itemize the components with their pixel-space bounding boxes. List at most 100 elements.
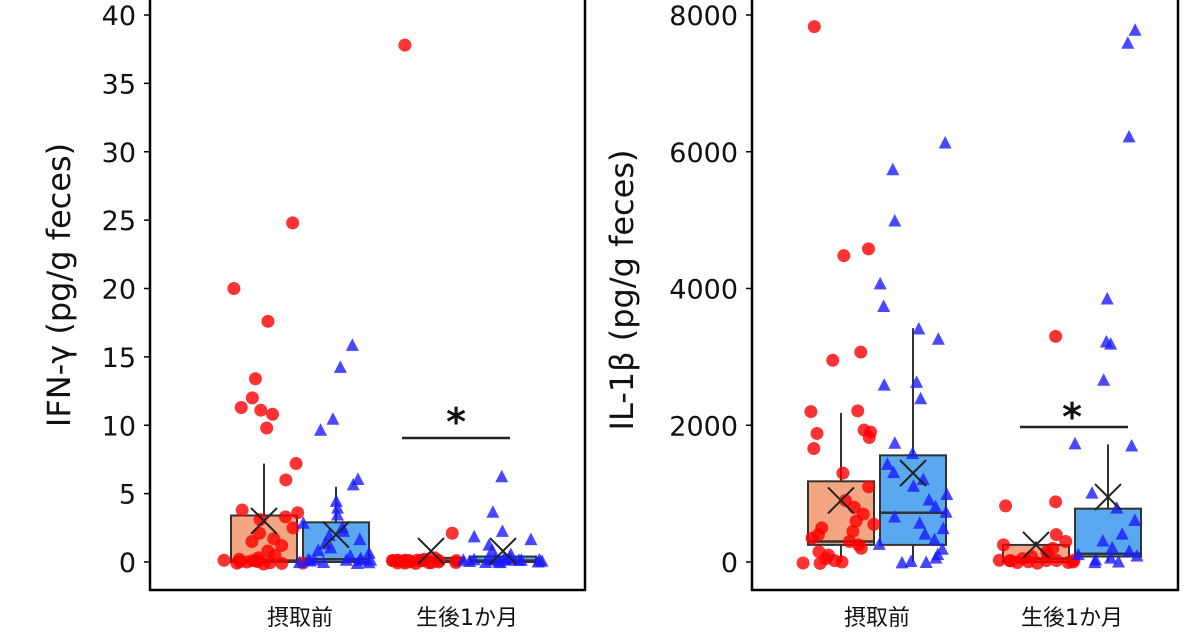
data-point [286, 521, 300, 535]
data-point [353, 532, 367, 546]
data-point [807, 20, 821, 34]
significance-star: * [1062, 395, 1082, 439]
data-point [888, 213, 902, 227]
data-point [837, 249, 851, 263]
data-point [918, 527, 932, 540]
y-tick-label: 15 [102, 343, 136, 374]
data-point [992, 553, 1006, 567]
data-point [919, 555, 933, 569]
data-point [1128, 23, 1142, 36]
data-point [245, 391, 259, 405]
data-point [329, 494, 343, 507]
x-tick-label: 摂取前 [267, 606, 333, 630]
x-tick-label: 生後1か月 [416, 606, 518, 630]
plot-frame [750, 0, 1180, 592]
data-point [931, 332, 945, 345]
data-point [880, 457, 894, 470]
data-point [1049, 329, 1063, 343]
y-axis-label: IFN-γ (pg/g feces) [40, 143, 78, 427]
data-point [289, 457, 303, 471]
data-point [846, 524, 860, 538]
data-point [330, 508, 344, 521]
data-point [1050, 554, 1064, 568]
data-point [514, 553, 528, 566]
data-point [326, 412, 340, 425]
data-point [331, 501, 345, 514]
y-tick-label: 25 [102, 206, 136, 237]
data-point [851, 404, 865, 418]
x-tick-label: 摂取前 [844, 606, 910, 630]
data-point [1121, 36, 1135, 49]
mean-marker [827, 486, 855, 515]
data-point [888, 436, 902, 449]
data-point [862, 480, 876, 494]
data-point [1110, 501, 1124, 514]
data-point [316, 555, 330, 569]
data-point [929, 499, 943, 513]
y-tick-label: 5 [119, 480, 136, 511]
chart-panel-2: 0 2000 4000 6000 8000 IL-1β (pg/g feces) 摂取前 生後… [603, 0, 1180, 631]
data-point [362, 546, 376, 559]
data-point [1100, 291, 1114, 305]
data-point [912, 322, 926, 335]
data-point [888, 510, 902, 523]
data-point [324, 540, 338, 554]
data-point [1030, 556, 1044, 570]
data-point [854, 541, 868, 555]
data-point [1059, 534, 1073, 548]
data-point [936, 521, 950, 535]
y-tick-label: 20 [102, 275, 136, 306]
data-point [1105, 540, 1119, 554]
y-tick-label: 8000 [669, 1, 738, 32]
data-point [877, 378, 891, 391]
data-point [904, 554, 918, 567]
mean-marker [417, 537, 445, 565]
data-point [250, 554, 264, 568]
data-point [861, 242, 875, 256]
data-point [339, 553, 353, 566]
data-point [916, 472, 930, 485]
data-point [939, 505, 953, 518]
data-point [486, 505, 500, 518]
chart-panel-1: 0 5 10 15 20 25 30 35 40 IFN-γ (pg/g feces) 摂取前 生後1… [40, 0, 587, 631]
data-point [838, 493, 852, 507]
data-point [314, 423, 328, 436]
data-point [813, 556, 827, 570]
data-point [1085, 486, 1099, 499]
data-point [1068, 436, 1082, 450]
data-point [217, 553, 231, 567]
data-point [1061, 555, 1075, 569]
data-point [286, 216, 300, 230]
data-point [877, 299, 891, 312]
data-point [266, 407, 280, 421]
data-point [432, 553, 446, 567]
data-point [337, 524, 351, 537]
y-axis-label: IL-1β (pg/g feces) [603, 150, 641, 431]
data-point [999, 499, 1013, 513]
data-point [467, 529, 481, 543]
data-point [261, 314, 275, 328]
data-point [1128, 513, 1142, 526]
data-point [940, 487, 954, 500]
data-point [495, 469, 509, 483]
data-point [1122, 544, 1136, 557]
data-point [1088, 555, 1102, 569]
y-tick-label: 40 [102, 1, 136, 32]
data-point [1104, 337, 1118, 350]
data-point [1049, 495, 1063, 509]
data-point [1112, 554, 1126, 568]
data-point [1097, 373, 1111, 386]
data-point [346, 477, 360, 491]
data-point [867, 517, 881, 531]
data-point [234, 400, 248, 414]
data-point [227, 282, 241, 295]
data-point [1104, 551, 1118, 564]
data-point [1096, 533, 1110, 547]
data-point [914, 391, 928, 405]
y-tick-label: 35 [102, 69, 136, 100]
data-point [1071, 547, 1085, 561]
y-tick-label: 0 [119, 548, 136, 579]
data-point [886, 162, 900, 176]
